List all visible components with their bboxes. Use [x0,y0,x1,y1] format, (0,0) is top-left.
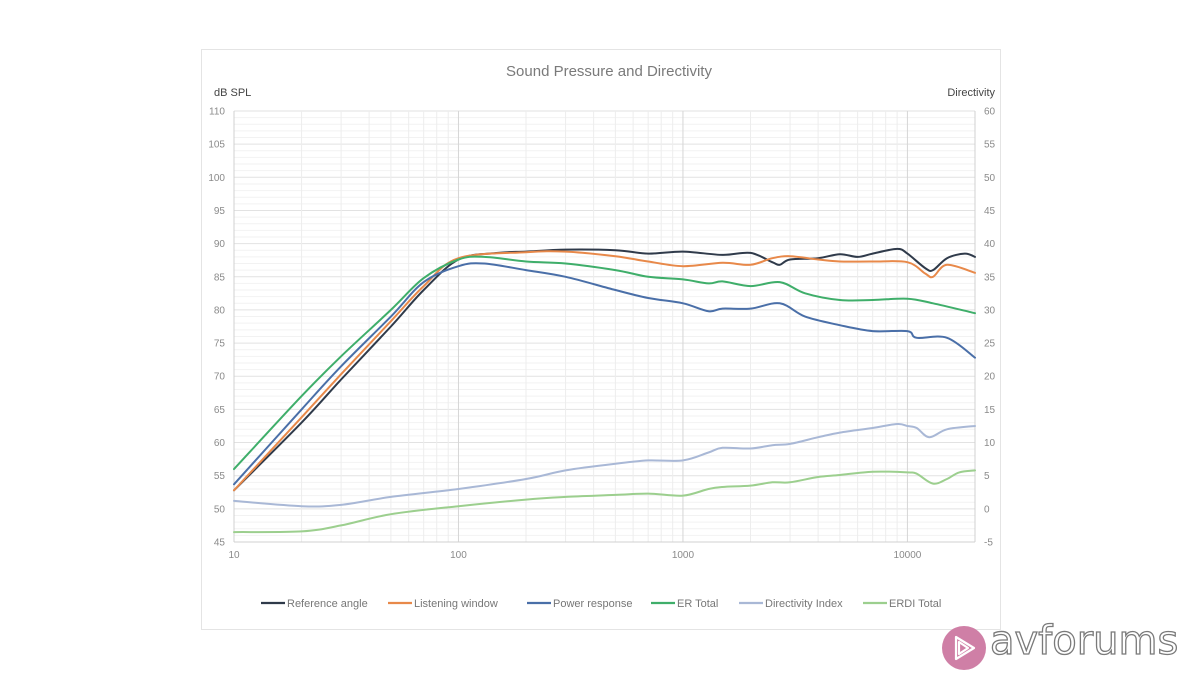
legend-label: Power response [553,598,633,610]
y-tick-label: 105 [208,140,225,151]
series-line-directivity-index [233,422,976,508]
chart-title: Sound Pressure and Directivity [506,63,712,80]
y2-axis-label: Directivity [947,87,995,99]
y2-tick-label: 10 [984,438,996,449]
series-line-er-total [233,255,976,471]
y2-tick-label: 45 [984,206,996,217]
y2-tick-label: 55 [984,140,996,151]
brand-text: avforums [989,617,1179,664]
y2-tick-label: 35 [984,272,996,283]
series-line-listening-window [233,250,976,492]
series-line-power-response [233,262,976,486]
y2-tick-label: 50 [984,173,996,184]
y-tick-label: 85 [214,272,226,283]
play-logo-icon [942,626,986,670]
legend-label: Listening window [414,598,498,610]
x-tick-label: 100 [450,550,467,561]
y-tick-label: 110 [209,107,225,118]
series-line-reference-angle [233,247,976,492]
y-tick-label: 45 [214,538,226,549]
legend-label: ERDI Total [889,598,941,610]
x-tick-label: 10000 [894,550,922,561]
legend-label: Directivity Index [765,598,843,610]
legend: Reference angle Listening window Power res… [261,598,941,610]
grid [233,110,976,543]
y2-tick-label: 60 [984,107,996,118]
y-axis-label: dB SPL [214,87,251,99]
series-line-erdi-total [233,469,976,534]
y-tick-label: 50 [214,504,226,515]
y2-tick-label: 40 [984,239,996,250]
y2-tick-label: 30 [984,305,996,316]
legend-label: ER Total [677,598,718,610]
y2-tick-label: 0 [984,504,990,515]
y2-tick-label: -5 [984,538,993,549]
legend-label: Reference angle [287,598,368,610]
x-tick-label: 10 [228,550,240,561]
y2-tick-label: 20 [984,372,996,383]
ticks: 45 50 55 60 65 70 75 80 85 90 95 100 105 110 -5 0 5 10 15 2… [208,107,995,562]
y2-tick-label: 5 [984,471,990,482]
y-tick-label: 60 [214,438,226,449]
x-tick-label: 1000 [672,550,695,561]
series-group [233,247,976,534]
y-tick-label: 100 [208,173,225,184]
y-tick-label: 70 [214,372,226,383]
y-tick-label: 75 [214,339,226,350]
y2-tick-label: 25 [984,339,996,350]
y-tick-label: 80 [214,305,226,316]
y-tick-label: 90 [214,239,226,250]
y2-tick-label: 15 [984,405,996,416]
y-tick-label: 95 [214,206,226,217]
chart-svg: Sound Pressure and Directivity dB SPL Di… [208,63,995,610]
y-tick-label: 55 [214,471,226,482]
chart-frame: Sound Pressure and Directivity dB SPL Di… [201,49,1001,630]
avforums-logo: avforums [940,617,1200,674]
y-tick-label: 65 [214,405,226,416]
